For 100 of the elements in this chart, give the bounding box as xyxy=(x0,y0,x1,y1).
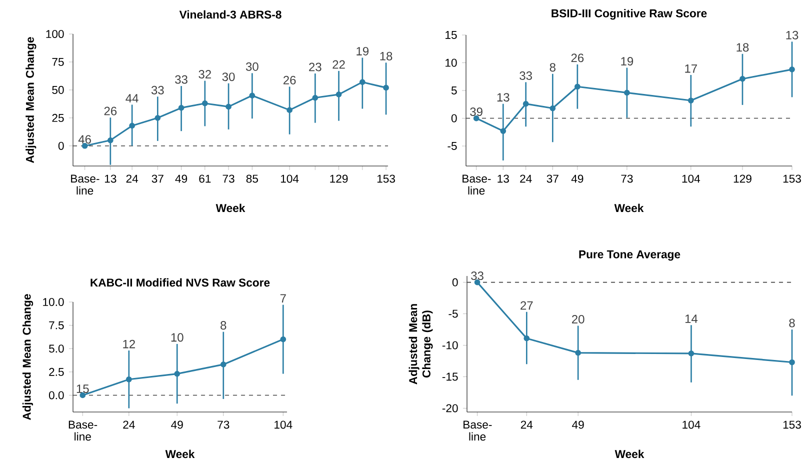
y-axis-title: Adjusted Mean Change xyxy=(22,294,34,420)
y-tick-label: 5 xyxy=(451,86,457,94)
x-tick-label: 73 xyxy=(218,420,230,429)
x-tick-label: 49 xyxy=(572,420,584,429)
point xyxy=(624,90,630,96)
point xyxy=(312,94,318,101)
y-axis-title: Adjusted Mean Change (dB) xyxy=(408,304,433,384)
x-tick-label: 13 xyxy=(104,174,116,183)
x-tick-label: 49 xyxy=(175,174,188,183)
chart-title: Vineland-3 ABRS-8 xyxy=(179,10,282,19)
annotation: 8 xyxy=(220,321,226,330)
point xyxy=(522,100,529,107)
chart-title: KABC-II Modified NVS Raw Score xyxy=(90,278,270,287)
point xyxy=(574,84,580,90)
x-tick-label: 104 xyxy=(682,420,700,429)
point xyxy=(740,76,746,82)
point xyxy=(107,137,114,144)
x-tick-label: 73 xyxy=(621,174,633,183)
annotation: 20 xyxy=(572,314,584,324)
point xyxy=(220,362,226,368)
point xyxy=(249,92,256,98)
annotation: 23 xyxy=(309,62,322,72)
x-axis-title: Week xyxy=(614,450,644,458)
x-tick-label: 37 xyxy=(152,174,164,183)
annotation: 8 xyxy=(550,63,556,72)
annotation: 13 xyxy=(497,93,510,102)
x-tick-label: 129 xyxy=(330,174,348,183)
x-tick-label: 104 xyxy=(280,174,299,183)
point xyxy=(524,335,530,342)
annotation: 32 xyxy=(198,70,211,78)
annotation: 27 xyxy=(520,301,533,310)
point xyxy=(550,105,556,112)
annotation: 30 xyxy=(222,72,235,82)
annotation: 7 xyxy=(280,294,286,303)
x-tick-label: 24 xyxy=(123,420,135,429)
annotation: 33 xyxy=(175,75,188,84)
x-tick-label: Base-line xyxy=(68,420,98,441)
annotation: 17 xyxy=(685,64,697,73)
x-axis-title: Week xyxy=(614,204,644,212)
point xyxy=(126,376,132,382)
x-tick-label: 49 xyxy=(171,420,183,429)
y-tick-label: 0 xyxy=(451,114,457,122)
annotation: 19 xyxy=(356,46,369,56)
x-axis-title: Week xyxy=(216,204,246,212)
annotation: 8 xyxy=(789,318,795,328)
point xyxy=(789,359,795,366)
chart-title: BSID-III Cognitive Raw Score xyxy=(552,9,707,20)
annotation: 12 xyxy=(123,340,135,348)
chart-title: Pure Tone Average xyxy=(579,250,680,261)
point xyxy=(688,98,694,104)
annotation: 18 xyxy=(380,52,392,60)
x-tick-label: 129 xyxy=(734,174,752,183)
y-tick-label: -15 xyxy=(442,372,458,381)
annotation: 33 xyxy=(520,71,532,80)
y-tick-label: 15 xyxy=(446,31,457,39)
annotation: 39 xyxy=(470,107,482,116)
y-tick-label: 50 xyxy=(52,86,64,94)
annotation: 14 xyxy=(685,314,698,323)
point xyxy=(575,350,582,356)
x-axis-title: Week xyxy=(165,450,195,458)
point xyxy=(359,79,366,86)
y-tick-label: 10.0 xyxy=(43,298,64,306)
y-tick-label: -5 xyxy=(448,310,458,318)
point xyxy=(688,350,694,356)
y-tick-label: 10 xyxy=(446,58,457,67)
point xyxy=(789,66,795,72)
annotation: 26 xyxy=(104,106,117,116)
x-tick-label: 85 xyxy=(246,174,258,183)
point xyxy=(336,91,342,98)
y-tick-label: 5.0 xyxy=(49,344,64,353)
x-tick-label: 13 xyxy=(498,174,509,183)
point xyxy=(383,84,389,91)
y-tick-label: 0.0 xyxy=(48,391,64,400)
x-tick-label: 24 xyxy=(520,174,532,183)
annotation: 30 xyxy=(246,62,258,71)
y-tick-label: 0 xyxy=(58,142,64,150)
x-tick-label: 24 xyxy=(126,174,138,183)
point xyxy=(174,370,180,377)
y-tick-label: 100 xyxy=(46,30,64,38)
x-tick-label: 73 xyxy=(222,174,234,183)
annotation: 44 xyxy=(126,94,138,102)
annotation: 22 xyxy=(332,60,345,69)
y-tick-label: 0 xyxy=(452,278,458,286)
x-tick-label: Base-line xyxy=(462,174,491,195)
x-tick-label: 61 xyxy=(199,174,211,183)
x-tick-label: 153 xyxy=(783,174,801,183)
point xyxy=(286,107,292,113)
annotation: 19 xyxy=(621,56,634,66)
annotation: 33 xyxy=(151,86,164,94)
annotation: 18 xyxy=(736,43,749,52)
annotation: 26 xyxy=(284,76,296,84)
annotation: 15 xyxy=(76,384,89,393)
annotation: 33 xyxy=(471,272,484,280)
y-tick-label: -10 xyxy=(442,341,458,350)
y-tick-label: -5 xyxy=(448,142,457,150)
x-tick-label: 153 xyxy=(377,174,395,183)
annotation: 10 xyxy=(171,333,184,342)
annotation: 46 xyxy=(78,135,91,144)
point xyxy=(226,104,232,110)
annotation: 26 xyxy=(571,54,584,62)
